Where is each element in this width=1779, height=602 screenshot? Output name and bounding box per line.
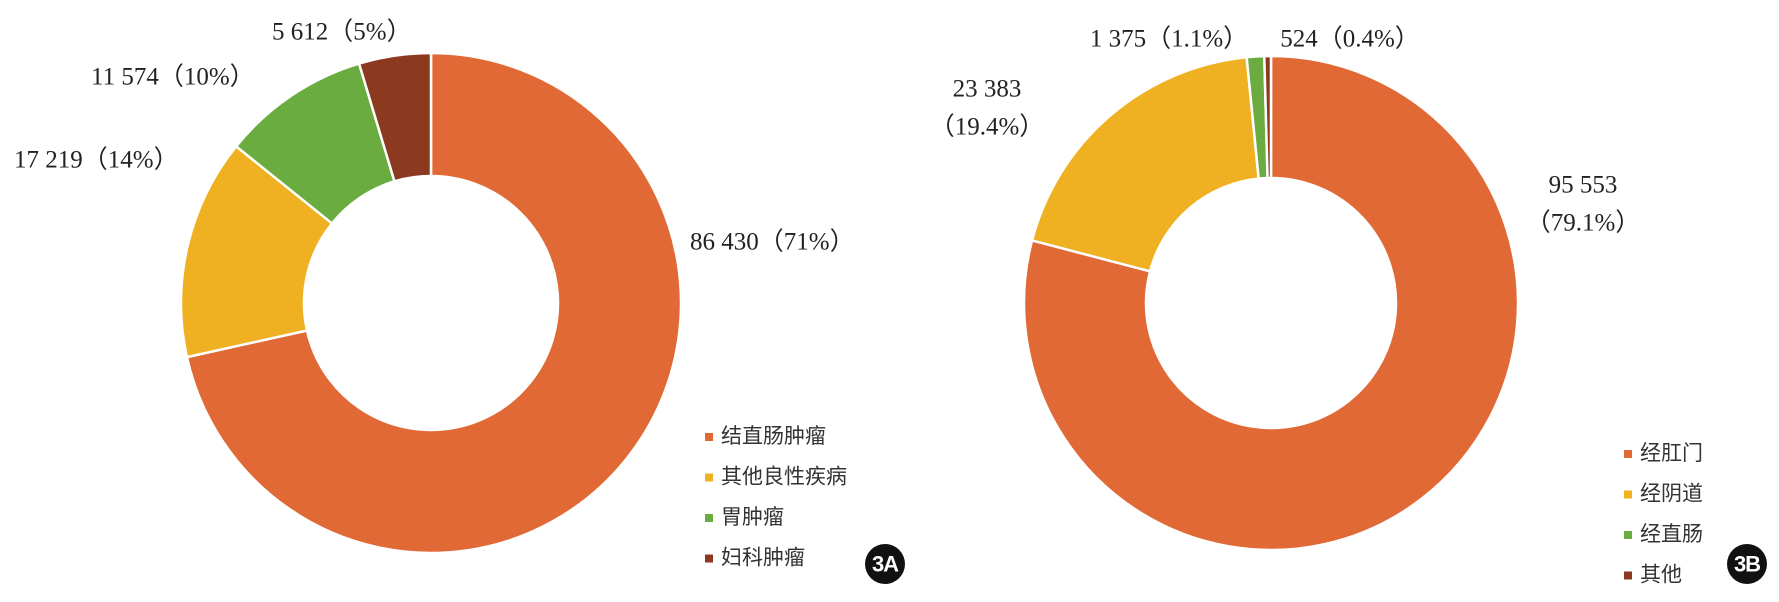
slice xyxy=(1022,54,1520,552)
value-label: 11 574（10%） xyxy=(91,63,255,91)
legend-swatch xyxy=(705,514,713,522)
slice xyxy=(357,51,433,183)
panel-label: 3A xyxy=(872,552,899,577)
donut-chart: 86 430（71%） 17 219（14%） 11 574（10%） 5 612（5… xyxy=(14,18,905,584)
legend-label: 妇科肿瘤 xyxy=(721,546,805,570)
legend-swatch xyxy=(705,433,713,441)
value-label: （79.1%） xyxy=(1526,209,1641,237)
legend-label: 胃肿瘤 xyxy=(721,505,784,529)
panel-badge xyxy=(865,544,905,584)
legend-swatch xyxy=(1624,571,1632,580)
legend-swatch xyxy=(1624,490,1632,499)
legend-swatch xyxy=(1624,531,1632,539)
legend-swatch xyxy=(1624,450,1632,458)
legend-swatch xyxy=(705,554,713,563)
legend-label: 经肛门 xyxy=(1640,441,1703,465)
value-label: 23 383 xyxy=(953,76,1022,103)
legend-label: 经阴道 xyxy=(1640,482,1703,506)
panel-label: 3B xyxy=(1734,552,1760,577)
panel-badge xyxy=(1727,544,1767,584)
legend-label: 结直肠肿瘤 xyxy=(721,424,826,448)
legend-swatch xyxy=(705,473,713,482)
value-label: 1 375（1.1%） xyxy=(1090,25,1248,53)
value-label: 17 219（14%） xyxy=(14,146,179,174)
legend-label: 其他良性疾病 xyxy=(721,465,847,489)
value-label: 524（0.4%） xyxy=(1280,25,1420,53)
slice xyxy=(185,51,683,555)
legend-label: 其他 xyxy=(1640,563,1682,587)
value-label: （19.4%） xyxy=(930,113,1045,141)
slice xyxy=(1262,54,1273,180)
value-label: 86 430（71%） xyxy=(690,228,855,256)
slice xyxy=(1030,55,1261,273)
value-label: 5 612（5%） xyxy=(272,18,412,46)
donut-chart: 95 553 （79.1%） 23 383 （19.4%） 1 375（1.1%） 524… xyxy=(930,25,1767,587)
value-label: 95 553 xyxy=(1549,172,1618,199)
legend-label: 经直肠 xyxy=(1640,522,1703,546)
